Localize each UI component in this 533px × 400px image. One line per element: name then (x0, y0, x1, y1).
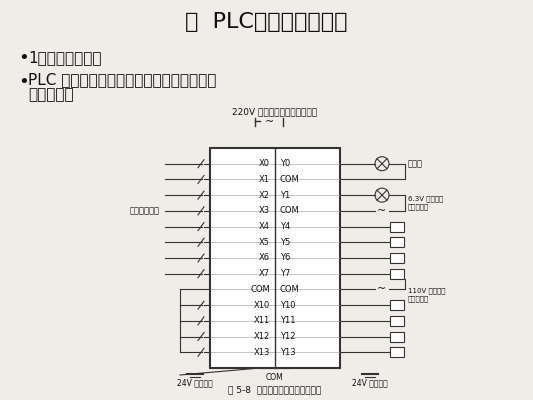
Bar (390, 347, 404, 357)
Text: X7: X7 (259, 269, 270, 278)
Text: PLC 硬件组成、外部接线、工作原理（程序: PLC 硬件组成、外部接线、工作原理（程序 (28, 72, 216, 88)
Text: 执行过程）: 执行过程） (28, 88, 74, 102)
Text: 输入开关信号: 输入开关信号 (130, 206, 160, 215)
Text: ~: ~ (377, 206, 386, 216)
Text: 110V 交流电源
电磁阀线圈: 110V 交流电源 电磁阀线圈 (408, 287, 446, 302)
Text: COM: COM (280, 285, 300, 294)
Text: COM: COM (280, 206, 300, 215)
Text: 24V 直流电源: 24V 直流电源 (352, 378, 388, 387)
Bar (390, 222, 404, 232)
Text: Y7: Y7 (280, 269, 290, 278)
Text: X12: X12 (254, 332, 270, 341)
Text: X10: X10 (254, 301, 270, 310)
Text: X1: X1 (259, 175, 270, 184)
Text: COM: COM (251, 285, 270, 294)
Bar (210, 148, 340, 368)
Text: X6: X6 (259, 254, 270, 262)
Text: Y5: Y5 (280, 238, 290, 247)
Bar (390, 269, 404, 279)
Text: ~: ~ (265, 117, 274, 127)
Text: X0: X0 (259, 159, 270, 168)
Text: 图 5-8  可编程序控制器外部接线图: 图 5-8 可编程序控制器外部接线图 (228, 386, 321, 394)
Text: 1、基础知识内容: 1、基础知识内容 (28, 50, 101, 66)
Text: 6.3V 交流电源
接触器线圈: 6.3V 交流电源 接触器线圈 (408, 196, 443, 210)
Text: COM: COM (266, 373, 284, 382)
Text: Y12: Y12 (280, 332, 295, 341)
Bar (390, 237, 404, 247)
Text: 二  PLC基础及应用部分: 二 PLC基础及应用部分 (185, 12, 348, 32)
Text: X5: X5 (259, 238, 270, 247)
Bar (390, 253, 404, 263)
Bar (390, 332, 404, 342)
Text: •: • (18, 49, 29, 67)
Text: X13: X13 (254, 348, 270, 357)
Text: Y6: Y6 (280, 254, 290, 262)
Text: Y10: Y10 (280, 301, 295, 310)
Text: X4: X4 (259, 222, 270, 231)
Text: Y11: Y11 (280, 316, 295, 325)
Text: 220V 可编程序控制器工作电源: 220V 可编程序控制器工作电源 (232, 108, 318, 116)
Bar (390, 300, 404, 310)
Text: 指示灯: 指示灯 (408, 159, 423, 168)
Text: ~: ~ (377, 284, 386, 294)
Text: Y1: Y1 (280, 191, 290, 200)
Text: COM: COM (280, 175, 300, 184)
Text: X3: X3 (259, 206, 270, 215)
Text: Y13: Y13 (280, 348, 296, 357)
Text: Y0: Y0 (280, 159, 290, 168)
Text: X2: X2 (259, 191, 270, 200)
Text: •: • (18, 73, 29, 91)
Text: Y4: Y4 (280, 222, 290, 231)
Text: 24V 直流电源: 24V 直流电源 (177, 378, 213, 387)
Bar (390, 316, 404, 326)
Text: X11: X11 (254, 316, 270, 325)
